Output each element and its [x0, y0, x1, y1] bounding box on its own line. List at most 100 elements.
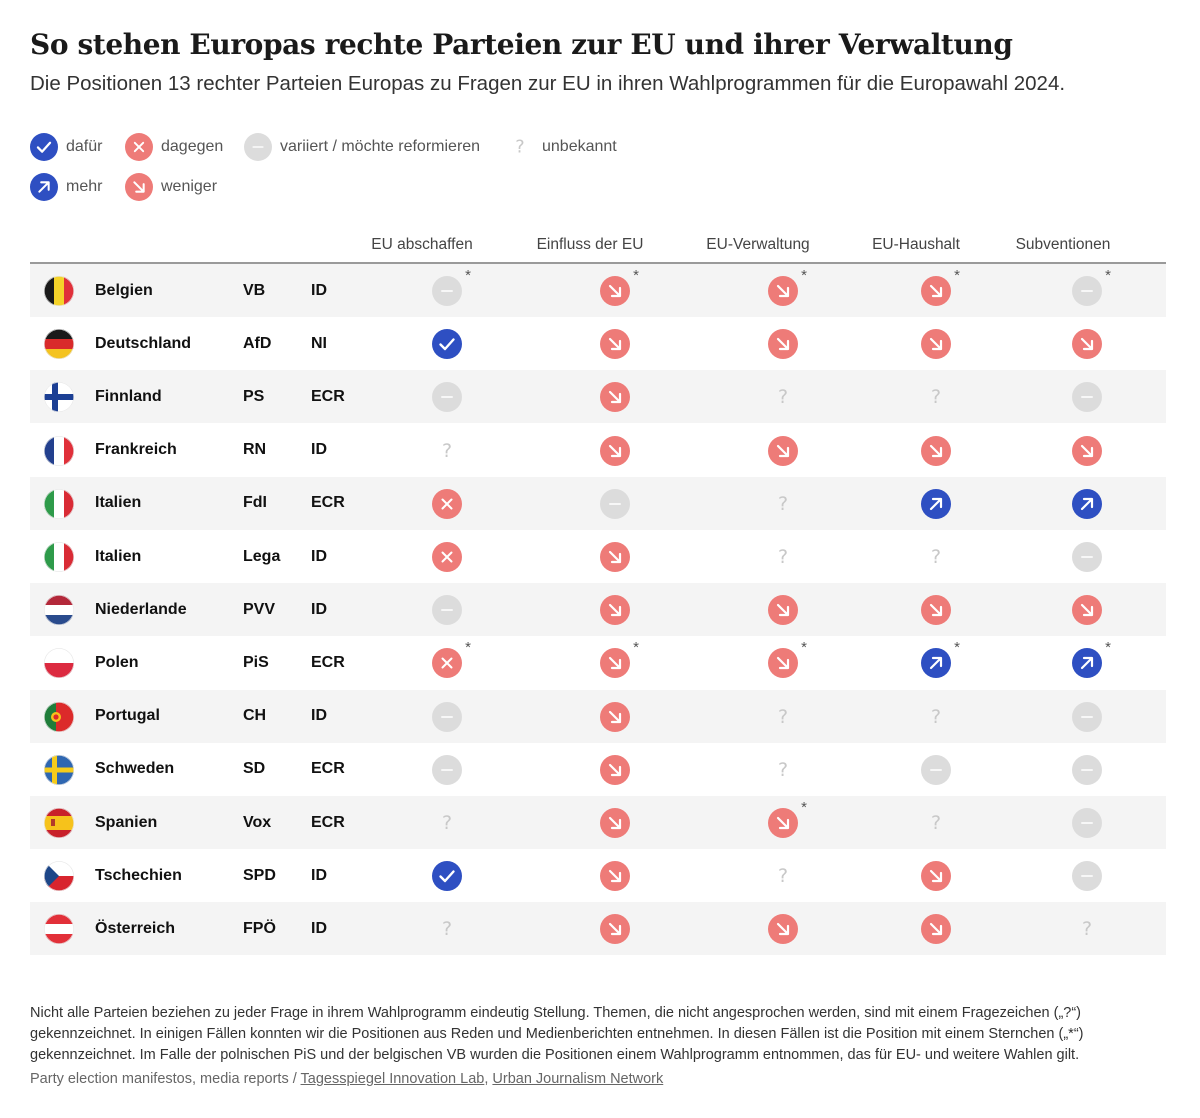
asterisk-marker: *	[954, 639, 960, 657]
arrow-down-right-icon	[600, 595, 630, 626]
column-header-einfluss: Einfluss der EU	[536, 236, 644, 253]
country-name: Schweden	[95, 760, 175, 778]
svg-text:?: ?	[442, 918, 452, 940]
country-name: Spanien	[95, 813, 158, 831]
country-name: Portugal	[95, 707, 160, 725]
flag-fi-icon	[44, 382, 74, 413]
question-mark-icon: ?	[432, 914, 462, 944]
dash-icon	[432, 701, 462, 732]
table-row: Finnland PS ECR??	[30, 370, 1166, 424]
party-name: VB	[243, 281, 266, 299]
asterisk-marker: *	[1105, 639, 1111, 657]
party-name: RN	[243, 441, 267, 459]
arrow-down-right-icon	[600, 382, 630, 413]
country-name: Italien	[95, 494, 142, 512]
svg-text:?: ?	[931, 706, 941, 728]
arrow-down-right-icon	[921, 861, 951, 892]
flag-be-icon	[44, 276, 74, 306]
svg-text:?: ?	[778, 386, 788, 408]
arrow-up-right-icon	[1072, 488, 1102, 519]
table-row: Tschechien SPD ID?	[30, 849, 1166, 902]
source-link-tagesspiegel[interactable]: Tagesspiegel Innovation Lab	[300, 1071, 485, 1087]
eu-group: ID	[311, 919, 327, 937]
legend-against-label: dagegen	[161, 138, 224, 155]
legend-less: weniger	[125, 173, 217, 201]
question-mark-icon: ?	[768, 542, 798, 572]
source-separator: ,	[484, 1071, 493, 1087]
source-link-urban-journalism[interactable]: Urban Journalism Network	[492, 1071, 664, 1087]
cross-icon	[125, 133, 153, 161]
svg-text:?: ?	[931, 386, 941, 408]
asterisk-marker: *	[633, 639, 639, 657]
arrow-down-right-icon	[1072, 329, 1102, 360]
table-row: Österreich FPÖ ID??	[30, 902, 1166, 956]
svg-text:?: ?	[931, 546, 941, 568]
arrow-down-right-icon	[600, 754, 630, 785]
legend-varies: variiert / möchte reformieren	[244, 133, 480, 161]
dash-icon	[921, 754, 951, 785]
legend-less-label: weniger	[161, 178, 218, 195]
question-mark-icon: ?	[768, 489, 798, 519]
eu-group: ID	[311, 600, 327, 618]
svg-text:?: ?	[442, 440, 452, 462]
check-icon	[432, 329, 462, 360]
arrow-down-right-icon	[600, 435, 630, 466]
party-name: CH	[243, 707, 267, 725]
flag-se-icon	[44, 754, 74, 785]
footnote: Nicht alle Parteien beziehen zu jeder Fr…	[30, 1005, 1084, 1063]
table-row: Schweden SD ECR?	[30, 743, 1166, 796]
dash-icon	[1072, 542, 1102, 572]
column-header-verwaltung: EU-Verwaltung	[706, 236, 810, 253]
question-mark-icon: ?	[1072, 914, 1102, 944]
svg-text:?: ?	[931, 812, 941, 834]
country-name: Österreich	[95, 919, 176, 937]
question-mark-icon: ?	[921, 808, 951, 838]
dash-icon	[1072, 861, 1102, 892]
dash-icon	[432, 382, 462, 413]
arrow-down-right-icon	[125, 173, 153, 201]
arrow-down-right-icon	[921, 329, 951, 360]
question-mark-icon: ?	[921, 542, 951, 572]
question-mark-icon: ?	[506, 133, 534, 161]
question-mark-icon: ?	[921, 382, 951, 412]
arrow-up-right-icon: *	[921, 640, 960, 679]
question-mark-icon: ?	[921, 702, 951, 732]
legend-varies-label: variiert / möchte reformieren	[280, 138, 481, 155]
dash-icon	[432, 754, 462, 785]
question-mark-icon: ?	[768, 382, 798, 412]
party-name: FdI	[243, 494, 267, 512]
svg-text:?: ?	[1082, 918, 1092, 940]
asterisk-marker: *	[1105, 267, 1111, 284]
country-name: Frankreich	[95, 441, 177, 459]
table-row: Belgien VB ID * * * * *	[30, 264, 1166, 317]
arrow-down-right-icon	[1072, 435, 1102, 466]
country-name: Italien	[95, 547, 142, 565]
country-name: Deutschland	[95, 334, 192, 352]
question-mark-icon: ?	[432, 436, 462, 466]
party-name: Vox	[243, 813, 272, 831]
legend-for-label: dafür	[66, 138, 103, 155]
svg-text:?: ?	[778, 493, 788, 515]
dash-icon: *	[1072, 268, 1111, 306]
legend-against: dagegen	[125, 133, 223, 161]
svg-text:?: ?	[778, 865, 788, 887]
table-row: Deutschland AfD NI	[30, 317, 1166, 370]
svg-text:?: ?	[778, 759, 788, 781]
eu-group: ECR	[311, 653, 345, 671]
eu-group: ECR	[311, 494, 345, 512]
question-mark-icon: ?	[432, 808, 462, 838]
question-mark-icon: ?	[768, 755, 798, 785]
eu-group: ID	[311, 707, 327, 725]
arrow-down-right-icon	[921, 914, 951, 945]
arrow-up-right-icon	[30, 173, 58, 201]
flag-fr-icon	[44, 435, 74, 466]
arrow-down-right-icon: *	[600, 640, 639, 679]
party-name: AfD	[243, 334, 272, 352]
arrow-down-right-icon	[921, 595, 951, 626]
arrow-up-right-icon: *	[1072, 640, 1111, 679]
eu-group: ECR	[311, 387, 345, 405]
legend-more-label: mehr	[66, 178, 103, 195]
legend-for: dafür	[30, 133, 102, 161]
check-icon	[432, 861, 462, 892]
arrow-down-right-icon	[768, 435, 798, 466]
